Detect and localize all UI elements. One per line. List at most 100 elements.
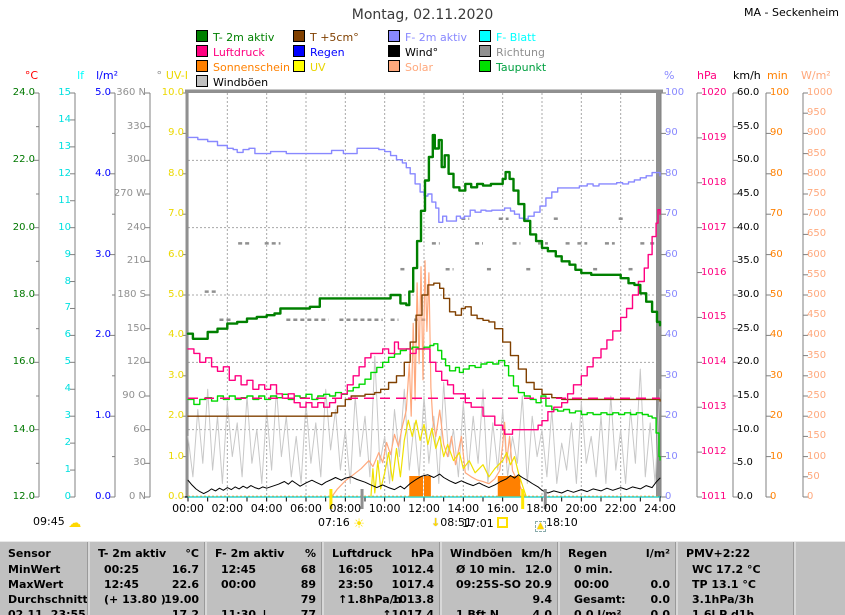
axis-tick-label: 45.0 [737,188,760,199]
sun-icon: ☀ [353,517,365,532]
legend-label: T- 2m aktiv [213,31,275,44]
legend-item-t-2m-aktiv[interactable]: T- 2m aktiv [196,30,274,44]
legend-swatch-icon[interactable] [388,60,400,72]
table-header-cell: Windböen km/h [450,547,552,560]
axis-tick-label: 200 [807,410,827,422]
legend-item-richtung[interactable]: Richtung [479,45,545,59]
legend-swatch-icon[interactable] [293,45,305,57]
legend-swatch-icon[interactable] [196,30,208,42]
x-axis-label: 14:00 [447,502,480,515]
axis-tick-label: 60.0 [737,87,760,98]
axis-unit-label: % [664,69,675,82]
axis-tick-label: 5 [64,356,71,368]
axis-tick-label: 550 [807,268,827,280]
table-cell: WC 17.2 °C [692,563,761,576]
x-axis-label: 10:00 [368,502,401,515]
series-sonnenschein-bar [424,475,431,497]
axis-tick-label: 150 [807,430,827,442]
table-cell: 0 min. [574,563,613,576]
legend-swatch-icon[interactable] [479,30,491,42]
plot-frame-right [656,93,661,497]
axis-tick-label: 5.0 [95,87,111,98]
table-cell: 12:45 22.6 [104,578,199,591]
axis-tick-label: 2.0 [168,410,184,422]
legend-label: Luftdruck [213,46,265,59]
legend-label: T +5cm° [310,31,359,44]
axis-tick-label: 15 [58,87,71,98]
axis-tick-label: 9.0 [168,127,184,139]
axis-tick-label: 10.0 [161,87,184,98]
axis-tick-label: 22.0 [12,154,35,166]
axis-tick-label: 80 [770,167,783,179]
axis-tick-label: 90 O [122,390,146,401]
plot-frame-top [185,89,663,93]
axis-tick-label: 3 [64,410,71,422]
legend-swatch-icon[interactable] [293,60,305,72]
axis-tick-label: 30 [133,457,146,469]
legend-item-wind-[interactable]: Wind° [388,45,438,59]
axis-tick-label: 7.0 [168,208,184,220]
legend-swatch-icon[interactable] [196,75,208,87]
axis-tick-label: 4 [64,383,71,395]
axis-tick-label: 80 [665,167,678,179]
legend-swatch-icon[interactable] [196,45,208,57]
axis-tick-label: 20 [665,410,678,422]
axis-tick-label: 0 [807,491,814,502]
axis-tick-label: 120 [126,356,146,368]
marker-sunset: 17:01 [462,517,509,530]
moon-time-marker [360,489,364,509]
axis-tick-label: 14.0 [12,423,35,435]
axis-tick-label: 360 N [116,87,146,98]
legend-label: F- 2m aktiv [405,31,467,44]
x-axis-label: 16:00 [486,502,519,515]
legend-swatch-icon[interactable] [479,60,491,72]
axis-unit-label: W/m² [801,69,831,82]
axis-tick-label: 100 [807,450,827,462]
legend-item-solar[interactable]: Solar [388,60,433,74]
legend-swatch-icon[interactable] [388,45,400,57]
legend-swatch-icon[interactable] [196,60,208,72]
axis-tick-label: 100 [665,87,685,98]
table-col-t-2m-aktiv: T- 2m aktiv °C 00:25 16.7 12:45 22.6 (+ 13.80 … [88,542,207,615]
legend-item-f-2m-aktiv[interactable]: F- 2m aktiv [388,30,467,44]
legend-item-windb-en[interactable]: Windböen [196,75,268,89]
axis-tick-label: 4.0 [168,329,184,341]
axis-tick-label: 1011 [701,491,727,502]
x-axis-label: 22:00 [604,502,637,515]
legend-label: UV [310,61,326,74]
legend-item-luftdruck[interactable]: Luftdruck [196,45,265,59]
axis-tick-label: 2 [64,437,71,449]
table-col-luftdruck: Luftdruck hPa 16:05 1012.4 23:50 1017.4 ↑1.8hP… [322,542,442,615]
axis-tick-label: 90 [770,127,783,139]
legend-swatch-icon[interactable] [388,30,400,42]
table-cell: 3.1hPa/3h [692,593,755,606]
legend-item-taupunkt[interactable]: Taupunkt [479,60,546,74]
table-cell: 0.0 l/m² 0.0 [574,608,670,615]
legend-swatch-icon[interactable] [479,45,491,57]
axis-tick-label: 450 [807,309,827,321]
axis-tick-label: 300 [126,154,146,166]
series-sonnenschein-bar [497,475,521,497]
axis-tick-label: 1.0 [95,410,111,422]
axis-tick-label: 24.0 [12,87,35,98]
x-axis-label: 12:00 [408,502,440,515]
legend-item-f-blatt[interactable]: F- Blatt [479,30,536,44]
legend-label: Windböen [213,76,269,89]
axis-tick-label: 50 [807,470,820,482]
table-col-f-2m-aktiv: F- 2m aktiv% 12:45 68 00:00 89 79 11:30 ↓ 77 [205,542,324,615]
legend-item-regen[interactable]: Regen [293,45,345,59]
table-col-empty [794,542,845,615]
plot-frame-left [185,93,188,497]
axis-tick-label: 1000 [807,87,833,98]
axis-tick-label: 0.0 [95,491,111,502]
legend-swatch-icon[interactable] [293,30,305,42]
legend-item-uv[interactable]: UV [293,60,326,74]
page-title: Montag, 02.11.2020 [351,7,494,23]
axis-tick-label: 210 [126,255,146,267]
legend-item-sonnenschein[interactable]: Sonnenschein [196,60,290,74]
axis-tick-label: 1013 [701,401,727,413]
legend-item-t-5cm-[interactable]: T +5cm° [293,30,359,44]
table-row-label: Durchschnitt [8,593,88,606]
x-axis-label: 18:00 [526,502,558,515]
